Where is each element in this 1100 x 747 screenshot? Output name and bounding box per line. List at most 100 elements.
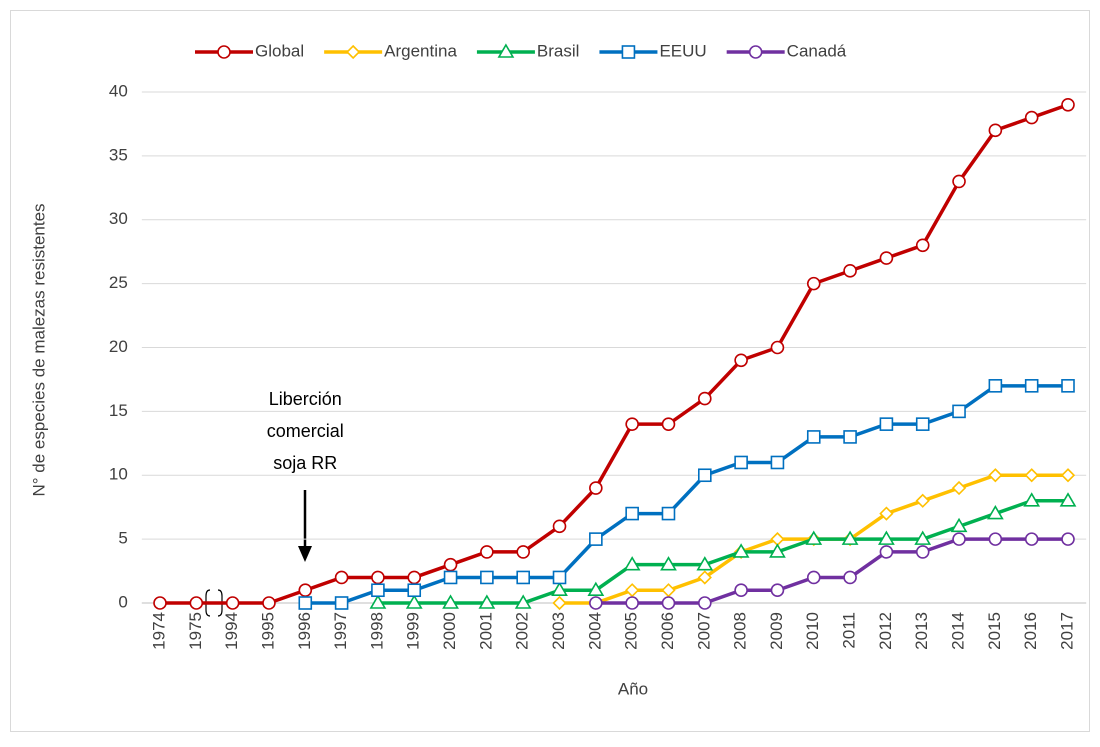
legend-marker <box>748 45 763 59</box>
marker <box>661 417 676 431</box>
x-tick-label: 2001 <box>476 612 495 650</box>
marker <box>843 570 857 585</box>
marker <box>225 596 240 610</box>
marker <box>589 532 603 546</box>
marker <box>770 455 785 470</box>
x-tick-label: 2009 <box>767 612 786 650</box>
marker <box>298 596 313 610</box>
x-tick-label: 2017 <box>1057 612 1076 650</box>
marker <box>915 493 930 508</box>
marker <box>806 276 821 291</box>
marker <box>334 596 349 610</box>
marker <box>552 595 567 611</box>
marker <box>951 480 967 496</box>
marker <box>443 570 458 585</box>
marker <box>878 530 895 545</box>
x-tick-label: 1994 <box>222 612 241 650</box>
marker <box>480 570 494 585</box>
marker <box>661 596 676 610</box>
marker <box>806 570 821 585</box>
annotation-text: soja RR <box>273 453 337 473</box>
x-tick-label: 2011 <box>840 612 859 649</box>
marker <box>1061 532 1075 546</box>
marker <box>1061 97 1075 112</box>
marker <box>1023 492 1041 507</box>
marker <box>660 556 677 571</box>
legend-marker <box>497 43 515 58</box>
y-tick-label: 35 <box>109 145 128 164</box>
y-tick-label: 25 <box>109 273 128 292</box>
x-tick-label: 2000 <box>440 612 459 650</box>
marker <box>189 596 204 610</box>
legend-label: Argentina <box>384 41 457 60</box>
marker <box>1060 468 1076 483</box>
marker <box>625 506 639 521</box>
marker <box>770 340 785 355</box>
y-axis-title: N° de especies de malezas resistentes <box>29 203 48 496</box>
x-tick-label: 1974 <box>149 612 168 650</box>
marker <box>1061 379 1075 393</box>
marker <box>879 417 894 431</box>
y-tick-label: 20 <box>109 337 128 356</box>
marker <box>806 430 821 444</box>
marker <box>988 379 1003 393</box>
legend-label: EEUU <box>659 41 706 60</box>
marker <box>623 556 641 571</box>
marker <box>697 570 712 585</box>
marker <box>769 543 786 558</box>
marker <box>952 404 966 419</box>
x-tick-label: 2010 <box>803 612 822 650</box>
marker <box>407 583 422 598</box>
y-tick-label: 30 <box>109 209 128 228</box>
legend-item: Brasil <box>476 41 579 60</box>
x-tick-label: 2005 <box>622 612 641 650</box>
marker <box>1024 468 1039 483</box>
marker <box>587 581 605 597</box>
x-tick-label: 1996 <box>295 612 314 650</box>
marker <box>516 570 531 585</box>
marker <box>986 504 1004 520</box>
legend-item: Canadá <box>726 41 847 60</box>
legend-item: Argentina <box>324 41 457 60</box>
x-tick-label: 1975 <box>186 612 205 650</box>
x-tick-label: 2016 <box>1021 612 1040 650</box>
marker <box>879 251 894 265</box>
marker <box>805 530 823 545</box>
legend-marker <box>621 45 636 59</box>
marker <box>589 596 603 610</box>
legend-marker <box>346 44 361 60</box>
marker <box>262 596 276 610</box>
y-tick-label: 40 <box>109 81 128 100</box>
marker <box>950 517 968 533</box>
series-line <box>305 384 1068 605</box>
marker <box>734 583 748 598</box>
legend-item: EEUU <box>599 41 707 60</box>
annotation-text: comercial <box>267 421 344 441</box>
marker <box>442 594 459 609</box>
marker <box>734 455 748 470</box>
x-tick-label: 2012 <box>876 612 895 650</box>
marker <box>697 391 712 406</box>
x-tick-label: 2013 <box>912 612 931 650</box>
y-tick-label: 10 <box>109 465 128 484</box>
marker <box>843 430 857 444</box>
marker <box>843 264 857 278</box>
x-tick-label: 2015 <box>985 612 1004 650</box>
x-tick-label: 2004 <box>585 612 604 650</box>
marker <box>1024 532 1039 546</box>
chart-border <box>10 10 1090 732</box>
marker <box>551 581 568 597</box>
marker <box>369 594 387 609</box>
marker <box>734 353 748 368</box>
marker <box>1059 492 1077 507</box>
marker <box>661 506 676 521</box>
marker <box>407 570 422 585</box>
marker <box>371 583 385 598</box>
legend-marker <box>217 45 231 59</box>
marker <box>914 530 932 545</box>
marker <box>1024 379 1039 393</box>
marker <box>697 596 712 610</box>
marker <box>988 468 1003 483</box>
marker <box>841 530 859 545</box>
